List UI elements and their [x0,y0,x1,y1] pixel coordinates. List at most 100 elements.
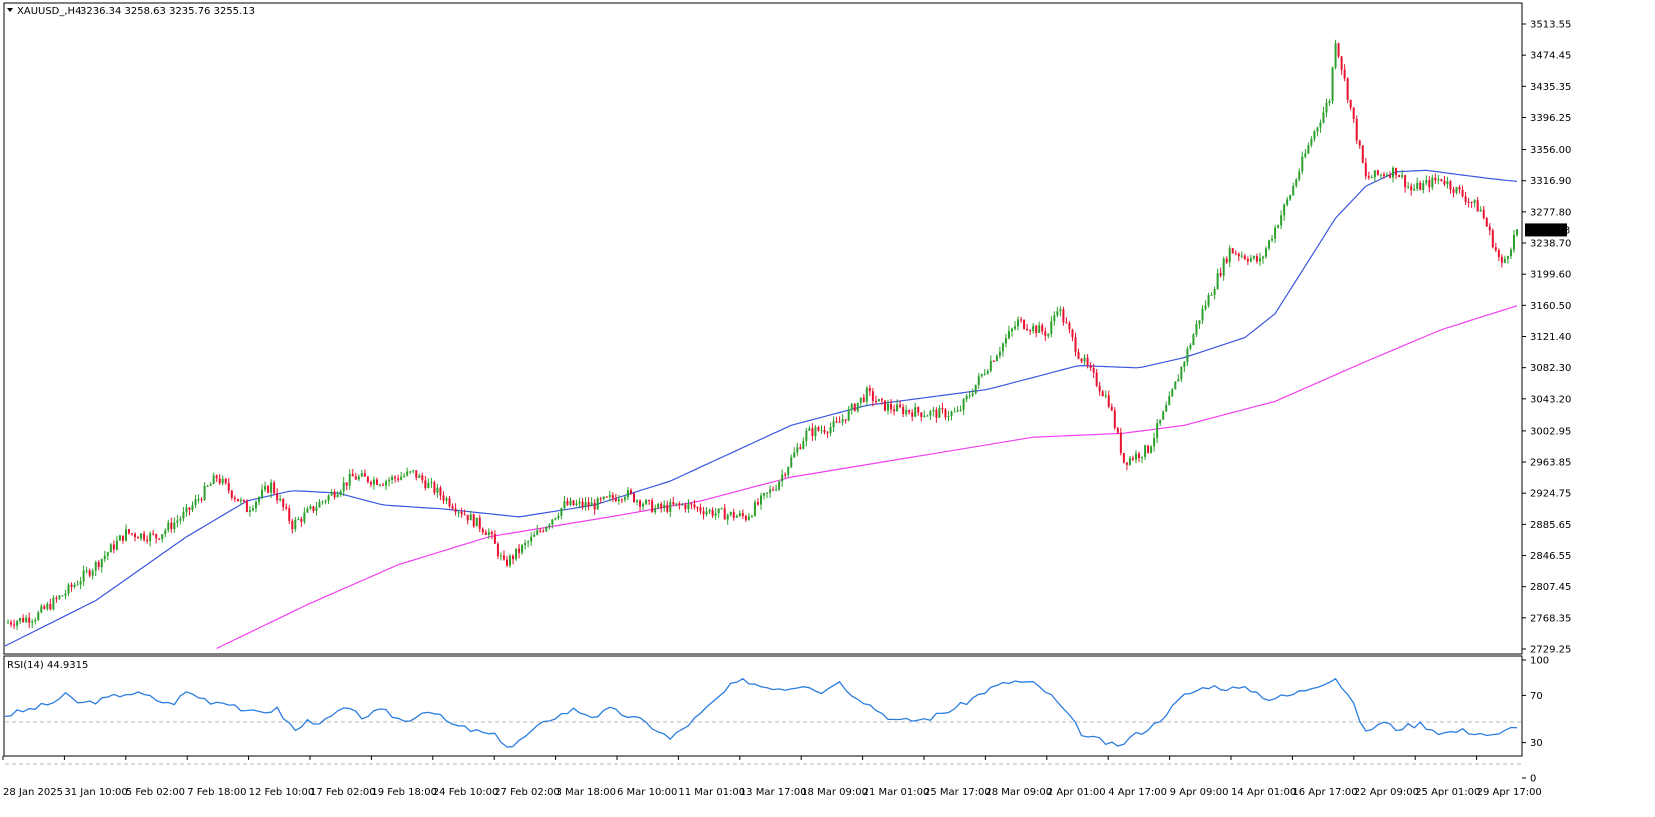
candle-body [324,500,327,502]
candle-body [1192,334,1195,345]
candle-body [282,498,285,507]
candle-body [1004,338,1007,344]
candle-body [521,545,524,553]
candle-body [1150,446,1153,453]
candle-body [1020,319,1023,321]
candle-body [793,452,796,458]
candle-body [838,421,841,423]
candle-body [1422,183,1425,191]
candle-body [13,624,16,626]
candle-body [1340,56,1343,70]
candle-body [1213,289,1216,295]
candle-body [291,521,294,530]
candle-body [808,428,811,431]
candle-body [1225,258,1228,263]
candle-body [315,507,318,512]
candle-body [412,470,415,472]
candle-body [1153,437,1156,447]
candle-body [484,532,487,536]
candle-body [1186,348,1189,363]
candle-body [1310,139,1313,146]
candle-body [663,504,666,509]
candle-body [221,478,224,484]
price-tick-label: 3435.35 [1530,82,1571,93]
candle-body [439,487,442,496]
candle-body [1491,230,1494,248]
candle-body [1461,189,1464,197]
ma-line [4,169,1518,647]
price-tick-label: 3160.50 [1530,301,1571,312]
candle-body [971,393,974,396]
candle-body [1325,102,1328,113]
candle-body [351,473,354,477]
candle-body [678,503,681,505]
candle-body [941,407,944,410]
candle-body [1295,179,1298,186]
candle-body [1183,362,1186,367]
candle-body [1500,256,1503,263]
candle-body [285,506,288,509]
candle-body [929,411,932,416]
candle-body [382,484,384,486]
candle-body [1319,122,1322,128]
candle-body [509,555,512,566]
candle-body [705,511,708,515]
candle-body [856,402,859,411]
candle-body [690,503,693,505]
chart-menu-triangle-icon[interactable] [7,8,13,12]
candle-body [7,622,10,624]
candle-body [1485,218,1488,227]
candle-body [472,514,475,527]
candle-body [1298,171,1301,180]
candle-body [1098,385,1101,392]
rsi-line-layer [4,677,1518,748]
candle-body [1107,395,1110,407]
rsi-line [4,677,1518,748]
candle-body [1216,273,1219,290]
price-tick-label: 2768.35 [1530,613,1571,624]
candle-body [1379,174,1382,176]
candle-body [1240,255,1243,257]
candle-body [203,485,206,501]
candle-body [10,622,13,625]
candle-body [430,482,433,484]
candle-body [40,606,43,613]
candle-body [956,410,959,412]
candle-body [1304,153,1307,157]
candle-body [835,421,838,423]
candle-body [666,504,669,512]
time-tick-label: 27 Feb 02:00 [494,787,560,798]
candle-body [632,493,635,502]
candle-body [977,376,980,385]
candle-body [149,533,152,542]
candle-body [34,619,37,622]
candle-body [699,507,702,512]
candle-body [974,384,977,394]
price-tick-label: 3316.90 [1530,176,1571,187]
candle-body [750,515,753,517]
candle-body [599,498,602,500]
candle-body [22,617,25,623]
candle-body [787,467,790,475]
candle-body [527,541,530,543]
candle-body [457,511,460,513]
candle-body [1373,170,1376,178]
time-tick-label: 2 Apr 01:00 [1047,787,1106,798]
candle-body [965,396,968,400]
candle-body [539,530,542,532]
candle-body [91,570,94,576]
candle-body [775,489,778,491]
candle-body [560,508,563,516]
candle-body [173,522,176,530]
candle-body [1355,118,1358,141]
candle-body [309,506,312,509]
candle-body [103,555,106,560]
candle-body [1156,423,1159,438]
candle-body [200,499,203,501]
candle-body [312,506,315,512]
candle-body [732,512,735,518]
candle-body [487,532,490,536]
candle-body [1252,256,1255,259]
price-tick-label: 3474.45 [1530,51,1571,62]
